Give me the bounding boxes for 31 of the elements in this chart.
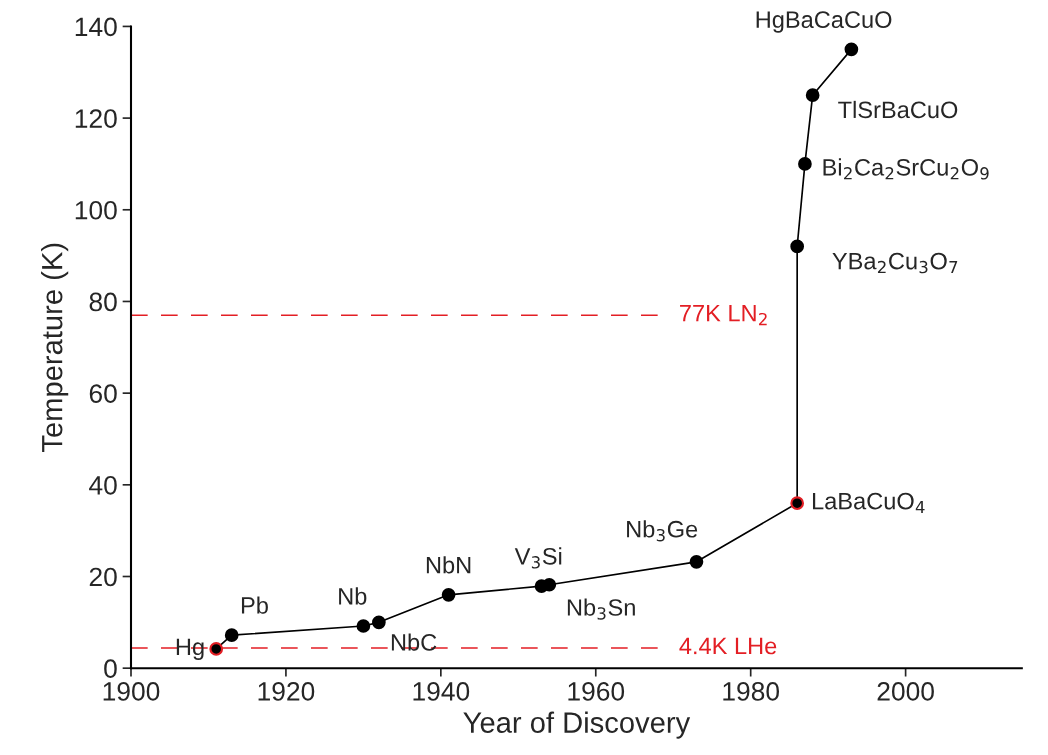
- x-tick-label: 1940: [413, 682, 470, 701]
- annotation: Hg: [176, 638, 204, 660]
- y-tick-label: 80: [89, 292, 117, 312]
- x-tick-label: 1960: [568, 682, 625, 701]
- annotation: NbC: [391, 633, 437, 651]
- x-tick-label: 2000: [877, 682, 934, 701]
- x-tick-label: 1920: [258, 682, 315, 701]
- annotation: Pb: [241, 596, 268, 614]
- annotation: Nb: [339, 587, 367, 605]
- x-axis-title: Year of Discovery: [463, 711, 691, 739]
- annotation: NbN: [426, 556, 471, 574]
- x-tick-label: 1980: [723, 682, 780, 701]
- annotation: Nb$_{3}$Ge: [627, 520, 698, 542]
- annotation: LaBaCuO$_{4}$: [812, 492, 925, 514]
- ref-line-label: 77K LN$_{2}$: [680, 305, 767, 326]
- ref-line-label: 4.4K LHe: [679, 637, 777, 655]
- annotation: HgBaCaCuO: [756, 11, 892, 33]
- y-tick-label: 140: [75, 17, 117, 37]
- annotation: Nb$_{3}$Sn: [567, 598, 635, 620]
- annotation: YBa$_{2}$Cu$_{3}$O$_{7}$: [832, 252, 958, 274]
- y-axis-title: Temperature (K): [41, 243, 69, 452]
- x-tick-label: 1900: [103, 682, 160, 701]
- y-tick-label: 60: [89, 384, 117, 403]
- y-tick-label: 20: [89, 567, 117, 587]
- annotation: TlSrBaCuO: [838, 100, 958, 119]
- y-tick-label: 40: [89, 475, 117, 495]
- annotation: V$_{3}$Si: [514, 547, 562, 569]
- y-tick-label: 100: [75, 200, 117, 220]
- y-tick-label: 0: [104, 659, 117, 678]
- annotation: Bi$_{2}$Ca$_{2}$SrCu$_{2}$O$_{9}$: [823, 158, 989, 180]
- y-tick-label: 120: [75, 109, 117, 128]
